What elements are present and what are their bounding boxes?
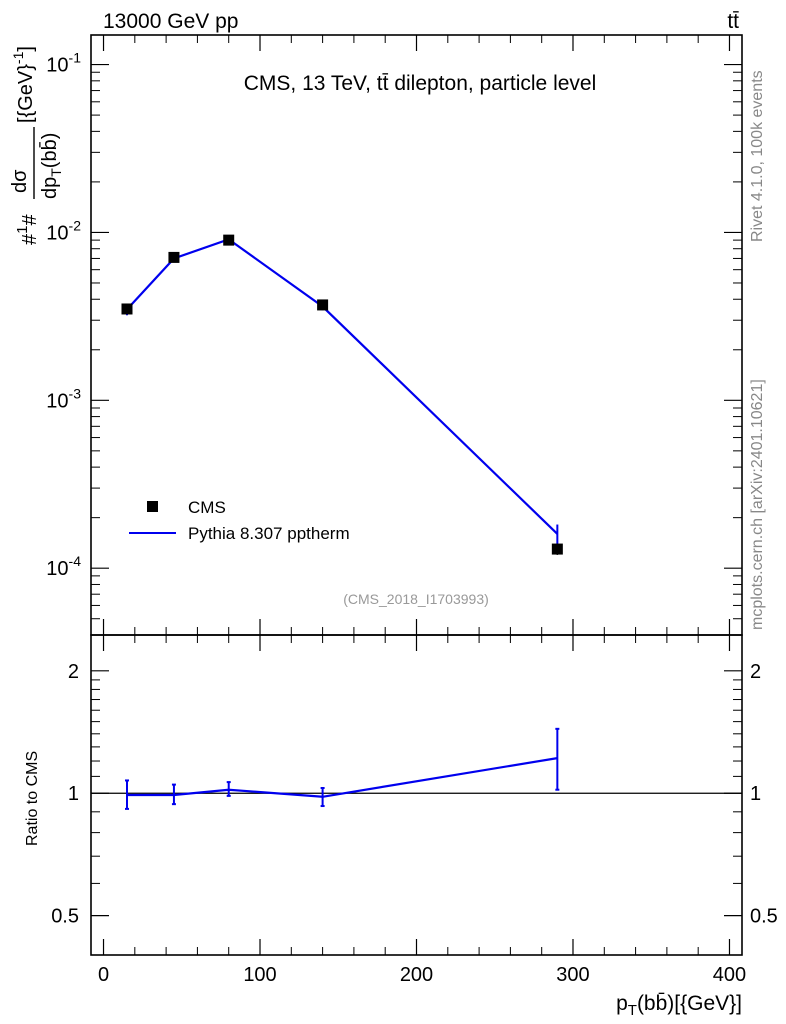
main-y-axis-title-text: #1# [14, 214, 41, 245]
main-panel-frame [90, 34, 743, 636]
x-tick-label: 300 [556, 964, 589, 986]
ratio-panel: 0.5 0.5 1 1 2 2 0 100 200 300 400 Ratio to CMS pT… [24, 634, 778, 1019]
mc-series-line [126, 238, 559, 535]
ratio-y-tick-label-right: 0.5 [750, 906, 778, 928]
main-y-axis-title-denom: dpT(bb̄) [38, 133, 64, 199]
ratio-y-tick-label: 0.5 [51, 906, 79, 928]
ratio-y-tick-label-right: 2 [750, 661, 761, 683]
legend: CMS Pythia 8.307 pptherm [129, 498, 350, 543]
main-series-group [121, 234, 563, 555]
legend-marker-cms [147, 501, 158, 512]
energy-label: 13000 GeV pp [103, 10, 238, 33]
legend-label-mc: Pythia 8.307 pptherm [188, 524, 350, 543]
main-chart-title: CMS, 13 TeV, tt̄ dilepton, particle leve… [244, 72, 597, 95]
ref-source-label: (CMS_2018_I1703993) [343, 591, 489, 607]
data-point [168, 251, 180, 263]
data-point [223, 234, 235, 246]
ratio-y-tick-label-right: 1 [750, 783, 761, 805]
data-point [121, 303, 133, 315]
data-point [317, 299, 329, 311]
data-point [551, 543, 563, 555]
main-panel: 10-1 10-2 10-3 10-4 CMS, 13 TeV, tt̄ dilept… [9, 34, 743, 636]
main-y-tick-label: 10-2 [46, 217, 81, 244]
x-axis-title: pT(bb̄)[{GeV}] [616, 992, 742, 1019]
ratio-x-axis: 0 100 200 300 400 [98, 635, 746, 986]
legend-label-cms: CMS [188, 498, 226, 517]
ratio-panel-frame [90, 634, 743, 956]
x-tick-label: 0 [98, 964, 109, 986]
main-y-axis: 10-1 10-2 10-3 10-4 [46, 50, 742, 636]
main-y-axis-title-units: [{GeV}-1] [10, 46, 37, 123]
main-y-tick-label: 10-1 [46, 50, 81, 77]
main-x-axis [102, 35, 731, 635]
ratio-y-axis-title: Ratio to CMS [24, 751, 41, 846]
x-tick-label: 200 [400, 964, 433, 986]
ratio-y-axis: 0.5 0.5 1 1 2 2 [51, 661, 778, 928]
rivet-version-label: Rivet 4.1.0, 100k events [749, 70, 766, 242]
mcplots-source-label: mcplots.cern.ch [arXiv:2401.10621] [749, 379, 766, 630]
main-y-tick-label: 10-3 [46, 385, 81, 412]
ratio-y-tick-label: 1 [68, 783, 79, 805]
ratio-y-tick-label: 2 [68, 661, 79, 683]
ratio-series-group [124, 727, 560, 810]
main-y-axis-title-frac: dσ [9, 169, 31, 193]
process-label: tt̄ [727, 10, 739, 33]
ratio-series-line [126, 757, 558, 798]
main-y-tick-label: 10-4 [46, 553, 81, 580]
x-tick-label: 400 [713, 964, 746, 986]
x-tick-label: 100 [243, 964, 276, 986]
